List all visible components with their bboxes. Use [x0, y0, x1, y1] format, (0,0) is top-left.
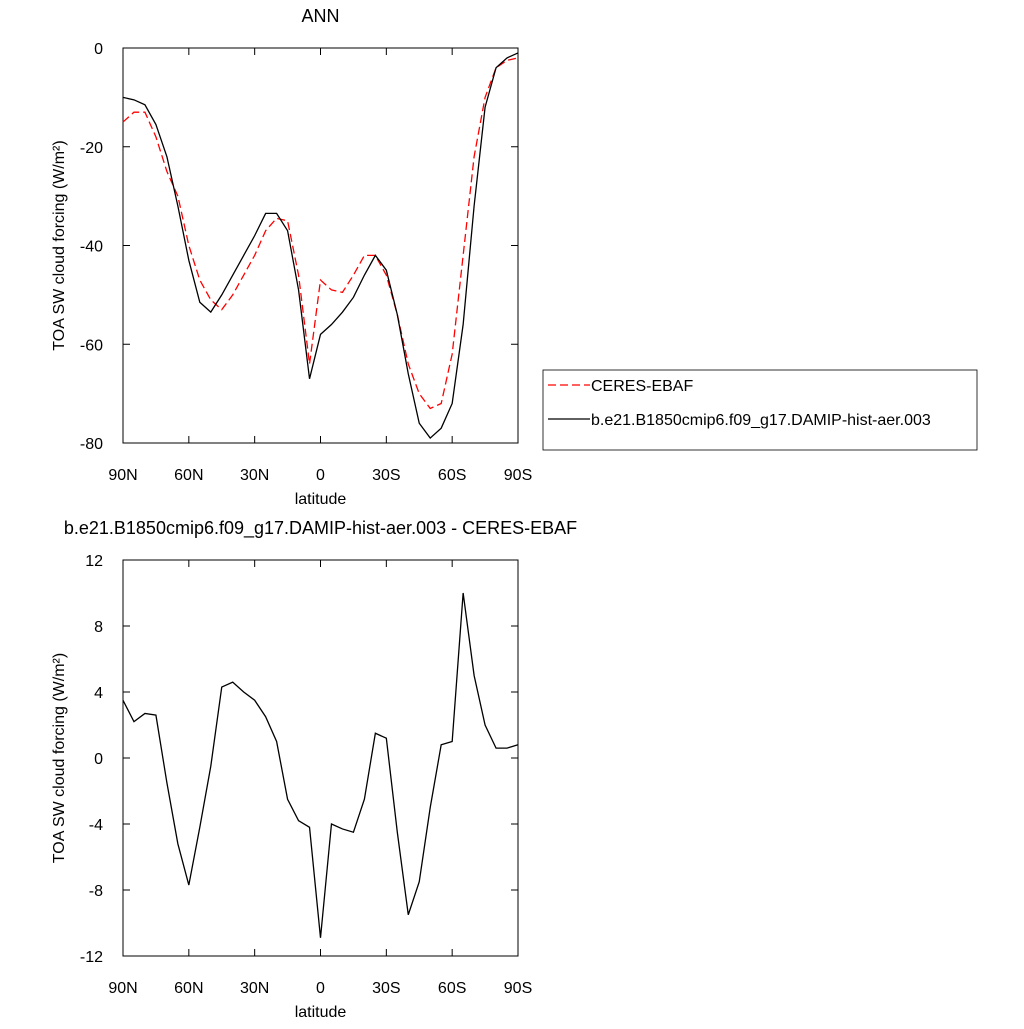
y-tick-label: -40	[80, 239, 103, 256]
x-tick-label: 30S	[372, 467, 400, 484]
x-tick-label: 60S	[438, 980, 466, 997]
y-tick-label: 12	[85, 553, 103, 570]
x-tick-label: 90S	[504, 467, 532, 484]
x-tick-label: 60N	[174, 980, 203, 997]
legend-label: b.e21.B1850cmip6.f09_g17.DAMIP-hist-aer.…	[591, 412, 931, 429]
y-tick-label: 0	[94, 41, 103, 58]
x-tick-label: 0	[316, 980, 325, 997]
data-line	[122, 52, 519, 440]
x-tick-label: 30N	[240, 980, 269, 997]
x-tick-label: 90N	[108, 467, 137, 484]
y-tick-label: -80	[80, 436, 103, 453]
y-tick-label: -8	[89, 883, 103, 900]
chart-title: b.e21.B1850cmip6.f09_g17.DAMIP-hist-aer.…	[64, 518, 577, 539]
y-axis-label: TOA SW cloud forcing (W/m²)	[51, 653, 68, 863]
y-tick-label: -20	[80, 140, 103, 157]
x-tick-label: 90S	[504, 980, 532, 997]
y-axis-label: TOA SW cloud forcing (W/m²)	[51, 140, 68, 350]
x-tick-label: 60N	[174, 467, 203, 484]
y-tick-label: -60	[80, 337, 103, 354]
x-tick-label: 90N	[108, 980, 137, 997]
legend-label: CERES-EBAF	[591, 378, 693, 395]
y-tick-label: -4	[89, 817, 103, 834]
legend-box	[542, 369, 978, 451]
y-tick-label: -12	[80, 949, 103, 966]
data-line	[122, 592, 519, 938]
plot-frame	[122, 559, 519, 957]
x-tick-label: 60S	[438, 467, 466, 484]
x-tick-label: 30N	[240, 467, 269, 484]
data-line	[122, 57, 519, 410]
x-tick-label: 0	[316, 467, 325, 484]
x-tick-label: 30S	[372, 980, 400, 997]
plot-frame	[122, 47, 519, 444]
y-tick-label: 4	[94, 685, 103, 702]
x-axis-label: latitude	[295, 1004, 347, 1021]
chart-title: ANN	[301, 6, 339, 26]
y-tick-label: 8	[94, 619, 103, 636]
x-axis-label: latitude	[295, 491, 347, 508]
y-tick-label: 0	[94, 751, 103, 768]
